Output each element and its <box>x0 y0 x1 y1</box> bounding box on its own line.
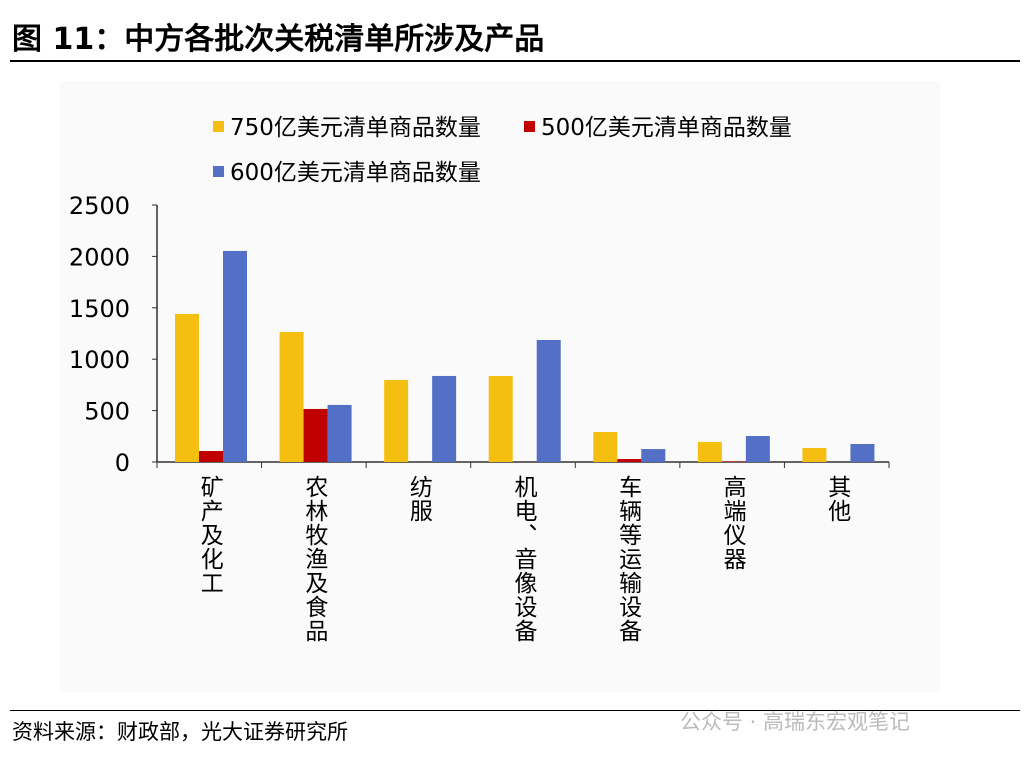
legend-label-2: 600亿美元清单商品数量 <box>230 160 481 186</box>
x-category-label: 车辆等运输设备 <box>614 475 641 643</box>
x-category-label: 高端仪器 <box>719 475 746 571</box>
x-category-label: 其他 <box>823 475 850 523</box>
bar-2-3 <box>536 339 561 462</box>
bar-2-1 <box>327 404 352 462</box>
bar-2-6 <box>850 444 875 462</box>
y-tick-label: 2500 <box>69 192 130 220</box>
legend-swatch-2 <box>213 166 224 177</box>
bar-1-5 <box>721 461 746 462</box>
bar-2-5 <box>745 435 770 462</box>
y-tick-label: 500 <box>84 398 130 426</box>
figure-title: 图 11：中方各批次关税清单所涉及产品 <box>12 22 545 57</box>
y-tick-label: 1000 <box>69 346 130 374</box>
bar-2-0 <box>223 250 247 462</box>
bar-0-5 <box>697 441 722 462</box>
bar-0-3 <box>488 375 513 462</box>
bar-0-4 <box>593 431 618 462</box>
bar-1-4 <box>617 459 642 462</box>
x-category-label: 纺服 <box>405 475 432 523</box>
bar-0-2 <box>384 379 409 462</box>
watermark: 公众号 · 高瑞东宏观笔记 <box>680 710 911 734</box>
y-tick-label: 1500 <box>69 295 130 323</box>
legend-swatch-0 <box>213 121 224 132</box>
title-rule <box>10 60 1020 62</box>
legend-label-1: 500亿美元清单商品数量 <box>541 115 792 141</box>
bar-0-6 <box>802 448 827 462</box>
bar-2-4 <box>641 449 666 462</box>
legend-swatch-1 <box>524 121 535 132</box>
bar-0-0 <box>175 313 199 462</box>
x-category-label: 农林牧渔及食品 <box>300 475 327 643</box>
legend-label-0: 750亿美元清单商品数量 <box>230 115 481 141</box>
bar-1-1 <box>303 408 328 462</box>
y-tick-label: 2000 <box>69 243 130 271</box>
source-rule <box>10 710 1020 711</box>
source-note: 资料来源：财政部，光大证券研究所 <box>12 720 348 744</box>
bar-2-2 <box>432 375 457 462</box>
bar-0-1 <box>279 331 304 462</box>
bar-1-0 <box>199 451 223 462</box>
x-category-label: 机电、音像设备 <box>510 475 536 643</box>
y-tick-label: 0 <box>115 449 130 477</box>
x-category-label: 矿产及化工 <box>196 475 223 595</box>
